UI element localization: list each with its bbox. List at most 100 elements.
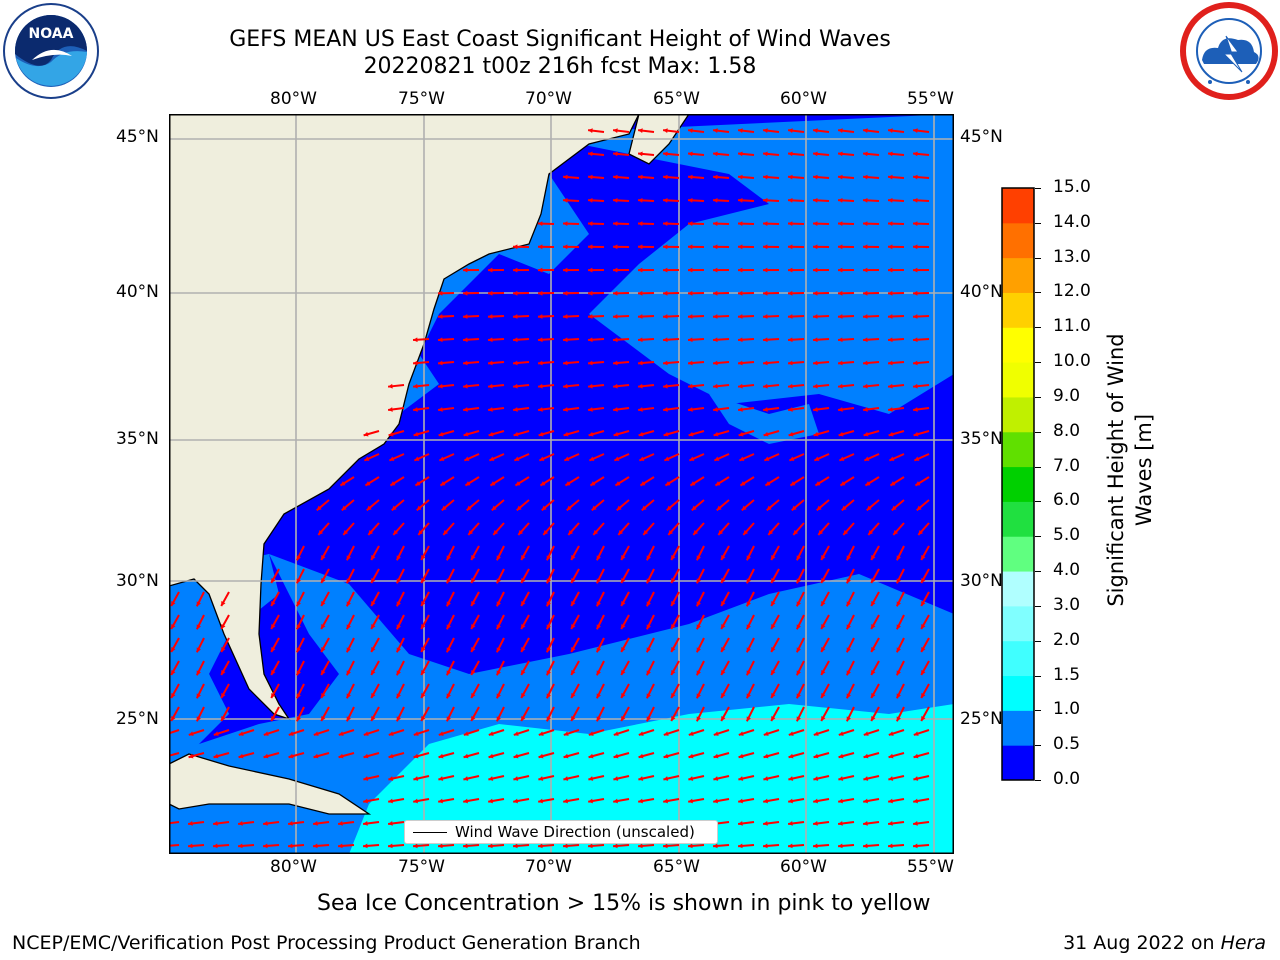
wind-wave-arrowhead xyxy=(768,530,774,535)
wind-wave-arrowhead xyxy=(688,843,693,849)
wind-wave-arrowhead xyxy=(371,669,376,675)
wind-wave-arrowhead xyxy=(213,753,219,759)
wind-wave-arrowhead xyxy=(738,337,743,343)
wind-wave-arrowhead xyxy=(763,731,769,736)
wind-wave-arrowhead xyxy=(821,623,826,629)
wind-wave-arrowhead xyxy=(788,174,793,180)
wind-wave-arrowhead xyxy=(538,753,544,759)
wind-wave-arrowhead xyxy=(521,554,526,560)
wind-wave-arrowhead xyxy=(638,731,644,736)
wind-wave-arrowhead xyxy=(321,600,326,606)
wind-wave-arrowhead xyxy=(763,798,768,804)
lon-tick-bottom: 60°W xyxy=(780,857,827,877)
wind-wave-arrowhead xyxy=(538,337,543,343)
colorbar-segment xyxy=(1002,571,1034,607)
wind-wave-arrowhead xyxy=(563,843,568,849)
wind-wave-arrowhead xyxy=(790,481,796,486)
wind-wave-arrowhead xyxy=(713,244,718,250)
wind-wave-arrowhead xyxy=(571,692,576,698)
wind-wave-arrowhead xyxy=(546,601,551,607)
wind-wave-arrowhead xyxy=(396,578,401,584)
wind-wave-arrowhead xyxy=(621,669,626,675)
wind-wave-arrowhead xyxy=(763,128,768,134)
wind-wave-arrowhead xyxy=(715,481,721,486)
wind-wave-arrowhead xyxy=(171,600,176,606)
wind-wave-arrowhead xyxy=(618,530,624,535)
wind-wave-arrowhead xyxy=(590,481,596,486)
wind-wave-arrowhead xyxy=(788,267,793,273)
wind-wave-arrowhead xyxy=(688,731,694,736)
wind-wave-arrowhead xyxy=(841,505,847,511)
colorbar-segment xyxy=(1002,431,1034,468)
wind-wave-arrowhead xyxy=(516,505,522,511)
wind-wave-arrowhead xyxy=(788,197,793,203)
wind-wave-arrowhead xyxy=(913,174,918,180)
wind-wave-arrowhead xyxy=(888,798,893,804)
wind-wave-arrowhead xyxy=(321,715,326,721)
wind-wave-arrowhead xyxy=(588,174,593,180)
wind-wave-arrowhead xyxy=(763,776,769,781)
wind-wave-arrowhead xyxy=(539,456,545,461)
wind-wave-arrowhead xyxy=(721,692,726,698)
wind-wave-arrowhead xyxy=(488,431,494,437)
wind-wave-arrowhead xyxy=(868,530,874,535)
wind-wave-arrowhead xyxy=(271,715,276,721)
wind-wave-arrowhead xyxy=(896,578,901,584)
wind-wave-arrowhead xyxy=(671,669,676,675)
lat-tick-left: 35°N xyxy=(116,429,159,449)
wind-wave-arrowhead xyxy=(613,731,619,736)
wind-wave-arrowhead xyxy=(471,715,476,721)
wind-wave-arrowhead xyxy=(921,600,926,606)
wind-wave-arrowhead xyxy=(739,456,745,461)
wind-wave-arrowhead xyxy=(296,670,301,676)
wind-wave-arrowhead xyxy=(663,843,668,849)
colorbar-tick-mark xyxy=(1035,257,1041,259)
wind-wave-arrowhead xyxy=(563,407,568,412)
wind-wave-arrowhead xyxy=(488,314,493,319)
wind-wave-arrowhead xyxy=(913,843,918,849)
wind-wave-arrow xyxy=(169,844,180,847)
wind-wave-arrowhead xyxy=(546,716,551,722)
wind-wave-arrowhead xyxy=(321,623,326,629)
wind-wave-arrowhead xyxy=(738,244,743,250)
wind-wave-arrowhead xyxy=(589,456,595,461)
wind-wave-arrowhead xyxy=(793,530,799,535)
wind-wave-arrowhead xyxy=(714,456,720,461)
wind-wave-arrowhead xyxy=(846,578,851,584)
wind-wave-arrowhead xyxy=(421,554,426,560)
wind-wave-arrowhead xyxy=(813,314,818,319)
wind-wave-arrowhead xyxy=(496,555,501,561)
wind-wave-arrowhead xyxy=(815,481,821,486)
map-subtitle: 20220821 t00z 216h fcst Max: 1.58 xyxy=(363,54,757,79)
wind-wave-arrowhead xyxy=(690,481,696,486)
wind-wave-arrowhead xyxy=(313,821,318,826)
colorbar-segment xyxy=(1002,501,1034,537)
wind-wave-arrowhead xyxy=(663,731,669,736)
wind-wave-arrowhead xyxy=(371,577,376,583)
wind-wave-arrowhead xyxy=(738,383,743,389)
wind-wave-arrowhead xyxy=(588,128,593,134)
wind-wave-arrowhead xyxy=(588,151,593,157)
wind-wave-arrowhead xyxy=(388,383,393,389)
wind-wave-arrowhead xyxy=(371,646,376,652)
wind-wave-arrowhead xyxy=(338,843,343,849)
wind-wave-arrowhead xyxy=(388,821,393,826)
wind-wave-arrowhead xyxy=(838,174,843,180)
wind-wave-arrowhead xyxy=(321,669,326,675)
wind-wave-arrowhead xyxy=(896,555,901,561)
wind-wave-arrowhead xyxy=(813,821,818,826)
colorbar xyxy=(1001,187,1035,781)
wind-wave-arrowhead xyxy=(871,554,876,560)
wind-wave-arrowhead xyxy=(821,646,826,652)
wind-wave-arrowhead xyxy=(863,221,868,226)
wind-wave-arrowhead xyxy=(671,554,676,560)
wind-wave-arrowhead xyxy=(418,530,424,535)
wind-wave-arrowhead xyxy=(663,267,668,273)
colorbar-segment xyxy=(1002,466,1034,502)
wind-wave-arrowhead xyxy=(863,244,868,250)
wind-wave-arrowhead xyxy=(396,716,401,722)
wind-wave-arrowhead xyxy=(771,646,776,652)
wind-wave-arrowhead xyxy=(788,407,793,412)
wind-wave-arrowhead xyxy=(238,731,244,736)
wind-wave-arrowhead xyxy=(713,798,718,804)
